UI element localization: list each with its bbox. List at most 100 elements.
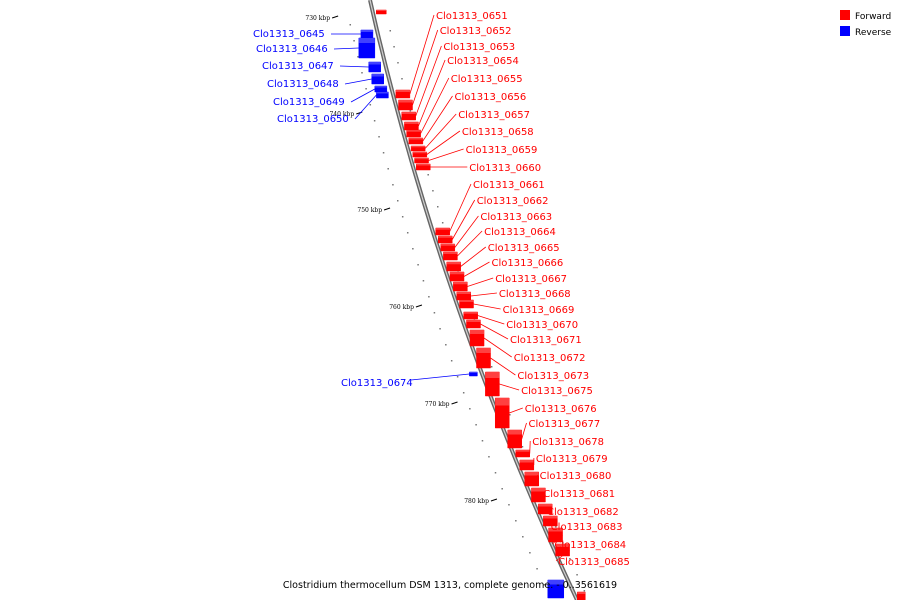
gene-forward[interactable] <box>515 449 530 458</box>
gene-forward[interactable] <box>485 371 500 397</box>
gene-forward[interactable] <box>449 271 465 282</box>
gene-forward[interactable] <box>459 299 474 309</box>
gene-label-forward[interactable]: Clo1313_0670 <box>506 320 578 331</box>
gene-label-forward[interactable]: Clo1313_0656 <box>455 92 527 103</box>
gene-forward[interactable] <box>577 591 586 600</box>
gene-label-forward[interactable]: Clo1313_0664 <box>484 227 556 238</box>
gene-label-forward[interactable]: Clo1313_0676 <box>525 404 597 415</box>
gene-label-forward[interactable]: Clo1313_0651 <box>436 11 508 22</box>
gene-forward[interactable] <box>507 429 522 449</box>
gene-label-forward[interactable]: Clo1313_0655 <box>451 74 523 85</box>
gene-label-forward[interactable]: Clo1313_0673 <box>517 371 589 382</box>
gene-label-forward[interactable]: Clo1313_0665 <box>488 243 560 254</box>
gene-label-forward[interactable]: Clo1313_0672 <box>514 353 586 364</box>
minor-tick <box>456 376 459 378</box>
gene-label-connector <box>410 373 470 381</box>
gene-shade <box>459 300 474 302</box>
gene-forward[interactable] <box>537 503 553 515</box>
gene-label-forward[interactable]: Clo1313_0667 <box>495 274 567 285</box>
gene-shade <box>538 504 553 507</box>
gene-reverse[interactable] <box>469 371 478 377</box>
gene-forward[interactable] <box>416 163 431 171</box>
gene-label-reverse[interactable]: Clo1313_0649 <box>273 97 345 108</box>
gene-forward[interactable] <box>466 319 481 329</box>
gene-label-connector <box>350 88 376 103</box>
gene-shade <box>404 122 419 124</box>
gene-label-reverse[interactable]: Clo1313_0648 <box>267 79 339 90</box>
gene-reverse[interactable] <box>368 61 381 73</box>
gene-label-forward[interactable]: Clo1313_0681 <box>543 489 615 500</box>
gene-label-forward[interactable]: Clo1313_0680 <box>540 471 612 482</box>
gene-label-reverse[interactable]: Clo1313_0645 <box>253 29 325 40</box>
gene-shade <box>548 528 563 532</box>
minor-tick <box>475 424 477 426</box>
gene-forward[interactable] <box>408 137 424 145</box>
gene-forward[interactable] <box>410 145 426 152</box>
minor-tick <box>569 558 571 560</box>
gene-shade <box>411 146 426 148</box>
gene-shade <box>453 282 468 285</box>
gene-label-forward[interactable]: Clo1313_0659 <box>466 145 538 156</box>
minor-tick <box>488 456 490 458</box>
gene-label-forward[interactable]: Clo1313_0677 <box>529 419 601 430</box>
gene-label-forward[interactable]: Clo1313_0654 <box>447 56 519 67</box>
minor-tick <box>439 328 441 330</box>
gene-label-forward[interactable]: Clo1313_0683 <box>551 522 623 533</box>
gene-label-forward[interactable]: Clo1313_0675 <box>521 386 593 397</box>
gene-forward[interactable] <box>463 311 478 320</box>
gene-forward[interactable] <box>531 487 546 503</box>
gene-reverse[interactable] <box>371 73 384 85</box>
gene-shade <box>414 158 429 160</box>
gene-forward[interactable] <box>524 471 540 487</box>
minor-tick <box>382 152 385 154</box>
gene-forward[interactable] <box>446 261 461 272</box>
gene-forward[interactable] <box>440 243 456 252</box>
gene-forward[interactable] <box>443 251 458 261</box>
gene-reverse[interactable] <box>358 37 376 59</box>
gene-forward[interactable] <box>376 9 387 15</box>
gene-label-reverse[interactable]: Clo1313_0650 <box>277 114 349 125</box>
gene-label-forward[interactable]: Clo1313_0662 <box>477 196 549 207</box>
gene-forward[interactable] <box>437 235 453 244</box>
tick-label: 780 kbp <box>464 498 489 505</box>
gene-forward[interactable] <box>435 227 450 236</box>
gene-label-forward[interactable]: Clo1313_0652 <box>440 26 512 37</box>
gene-forward[interactable] <box>543 515 558 527</box>
legend: Forward Reverse <box>840 10 892 38</box>
gene-forward[interactable] <box>519 459 535 471</box>
gene-label-forward[interactable]: Clo1313_0685 <box>558 557 630 568</box>
gene-label-forward[interactable]: Clo1313_0678 <box>532 437 604 448</box>
gene-forward[interactable] <box>395 89 411 99</box>
gene-reverse[interactable] <box>547 579 565 599</box>
gene-label-reverse[interactable]: Clo1313_0647 <box>262 61 334 72</box>
gene-forward[interactable] <box>453 281 468 292</box>
gene-label-forward[interactable]: Clo1313_0660 <box>469 163 541 174</box>
gene-forward[interactable] <box>476 347 491 369</box>
gene-label-reverse[interactable]: Clo1313_0674 <box>341 378 413 389</box>
gene-forward[interactable] <box>406 129 421 138</box>
gene-label-forward[interactable]: Clo1313_0661 <box>473 180 545 191</box>
gene-forward[interactable] <box>401 111 416 121</box>
minor-tick <box>441 222 444 224</box>
gene-label-forward[interactable]: Clo1313_0666 <box>492 258 564 269</box>
gene-forward[interactable] <box>469 329 485 347</box>
gene-label-forward[interactable]: Clo1313_0679 <box>536 454 608 465</box>
gene-label-forward[interactable]: Clo1313_0669 <box>503 305 575 316</box>
gene-forward[interactable] <box>412 151 428 158</box>
gene-label-forward[interactable]: Clo1313_0682 <box>547 507 619 518</box>
gene-forward[interactable] <box>414 157 429 164</box>
gene-reverse[interactable] <box>376 91 389 99</box>
gene-label-reverse[interactable]: Clo1313_0646 <box>256 44 328 55</box>
gene-forward[interactable] <box>398 99 413 111</box>
minor-tick <box>521 446 524 448</box>
gene-label-forward[interactable]: Clo1313_0657 <box>458 110 530 121</box>
gene-forward[interactable] <box>494 397 510 429</box>
gene-label-forward[interactable]: Clo1313_0671 <box>510 335 582 346</box>
gene-label-forward[interactable]: Clo1313_0663 <box>480 212 552 223</box>
gene-label-forward[interactable]: Clo1313_0653 <box>443 42 515 53</box>
gene-label-connector <box>537 474 540 480</box>
gene-label-forward[interactable]: Clo1313_0684 <box>554 540 626 551</box>
gene-label-forward[interactable]: Clo1313_0658 <box>462 127 534 138</box>
gene-label-connector <box>451 199 476 240</box>
gene-label-forward[interactable]: Clo1313_0668 <box>499 289 571 300</box>
